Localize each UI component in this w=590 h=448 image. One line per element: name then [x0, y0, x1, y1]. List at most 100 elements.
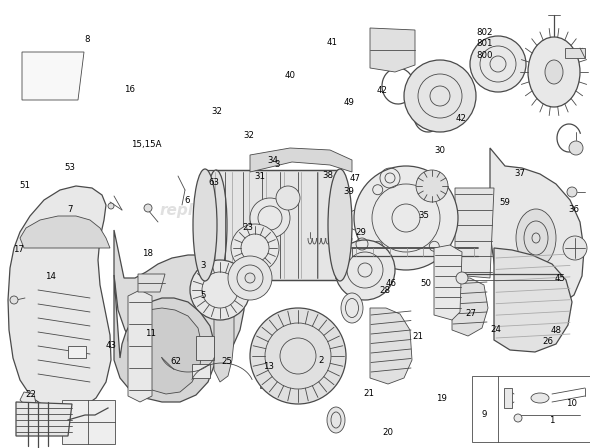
Circle shape	[231, 224, 279, 272]
Polygon shape	[434, 245, 462, 320]
Text: 3: 3	[201, 261, 206, 270]
Polygon shape	[114, 275, 215, 402]
Text: 9: 9	[481, 410, 487, 419]
Circle shape	[563, 236, 587, 260]
Text: 41: 41	[326, 38, 337, 47]
Text: 801: 801	[477, 39, 493, 48]
Ellipse shape	[205, 170, 227, 280]
Text: 35: 35	[418, 211, 429, 220]
Ellipse shape	[328, 169, 352, 281]
Text: 25: 25	[222, 358, 232, 366]
Text: 38: 38	[322, 171, 333, 180]
Polygon shape	[62, 400, 115, 444]
Polygon shape	[260, 374, 278, 388]
Circle shape	[569, 141, 583, 155]
Polygon shape	[128, 290, 152, 402]
Text: 20: 20	[383, 428, 394, 437]
Circle shape	[144, 204, 152, 212]
Text: 21: 21	[412, 332, 423, 341]
Circle shape	[335, 240, 395, 300]
Polygon shape	[16, 402, 72, 436]
Text: 50: 50	[421, 279, 431, 288]
Bar	[472, 376, 590, 442]
Text: 59: 59	[499, 198, 510, 207]
Circle shape	[190, 260, 250, 320]
Text: 40: 40	[285, 71, 296, 80]
Text: 34: 34	[267, 156, 278, 165]
Circle shape	[250, 198, 290, 238]
Text: 62: 62	[171, 358, 181, 366]
Ellipse shape	[545, 60, 563, 84]
Circle shape	[143, 281, 153, 291]
Text: 42: 42	[377, 86, 388, 95]
Polygon shape	[205, 170, 340, 280]
Text: 37: 37	[515, 169, 526, 178]
Circle shape	[470, 36, 526, 92]
Text: 45: 45	[555, 274, 566, 283]
Text: 15,15A: 15,15A	[131, 140, 162, 149]
Text: 10: 10	[566, 399, 576, 408]
Polygon shape	[138, 274, 165, 292]
Polygon shape	[114, 230, 244, 368]
Text: 802: 802	[477, 28, 493, 37]
Text: 6: 6	[185, 196, 191, 205]
Circle shape	[456, 272, 468, 284]
Ellipse shape	[528, 37, 580, 107]
Circle shape	[108, 203, 114, 209]
Ellipse shape	[531, 393, 549, 403]
Circle shape	[416, 170, 448, 202]
Polygon shape	[370, 28, 415, 72]
Polygon shape	[128, 308, 202, 394]
Text: 29: 29	[356, 228, 366, 237]
Polygon shape	[494, 248, 572, 352]
Polygon shape	[20, 216, 110, 248]
Circle shape	[354, 166, 458, 270]
Text: 800: 800	[477, 52, 493, 60]
Text: 63: 63	[208, 178, 219, 187]
Text: 48: 48	[550, 326, 561, 335]
Text: 39: 39	[344, 187, 355, 196]
Polygon shape	[8, 186, 111, 412]
Text: 46: 46	[385, 279, 396, 288]
Polygon shape	[196, 336, 214, 360]
Text: 42: 42	[456, 114, 467, 123]
Ellipse shape	[341, 293, 363, 323]
Text: 21: 21	[363, 389, 374, 398]
Circle shape	[567, 187, 577, 197]
Text: 28: 28	[379, 286, 390, 295]
Text: 7: 7	[67, 205, 73, 214]
Text: 32: 32	[244, 131, 254, 140]
Bar	[565, 48, 585, 58]
Circle shape	[514, 414, 522, 422]
Text: 22: 22	[25, 390, 36, 399]
Polygon shape	[22, 52, 84, 100]
Text: 19: 19	[436, 394, 447, 403]
Polygon shape	[455, 188, 494, 278]
Text: 27: 27	[466, 309, 476, 318]
Polygon shape	[250, 148, 352, 172]
Text: 14: 14	[45, 272, 55, 281]
Text: 2: 2	[319, 356, 324, 365]
Text: 47: 47	[350, 174, 360, 183]
Ellipse shape	[193, 169, 217, 281]
Ellipse shape	[329, 170, 351, 280]
Polygon shape	[504, 388, 512, 408]
Text: 53: 53	[64, 164, 75, 172]
Text: 43: 43	[106, 341, 116, 350]
Text: 32: 32	[212, 107, 222, 116]
Text: 1: 1	[549, 416, 555, 425]
Ellipse shape	[532, 233, 540, 243]
Text: 36: 36	[568, 205, 579, 214]
Circle shape	[245, 273, 255, 283]
Text: 17: 17	[14, 246, 24, 254]
Text: 51: 51	[19, 181, 30, 190]
Text: 3: 3	[274, 160, 280, 169]
Polygon shape	[452, 278, 488, 336]
Text: 16: 16	[124, 85, 135, 94]
Polygon shape	[192, 364, 210, 378]
Circle shape	[276, 186, 300, 210]
Polygon shape	[20, 392, 36, 408]
Polygon shape	[490, 148, 584, 308]
Text: replacementparts.com: replacementparts.com	[159, 203, 354, 218]
Polygon shape	[370, 308, 412, 384]
